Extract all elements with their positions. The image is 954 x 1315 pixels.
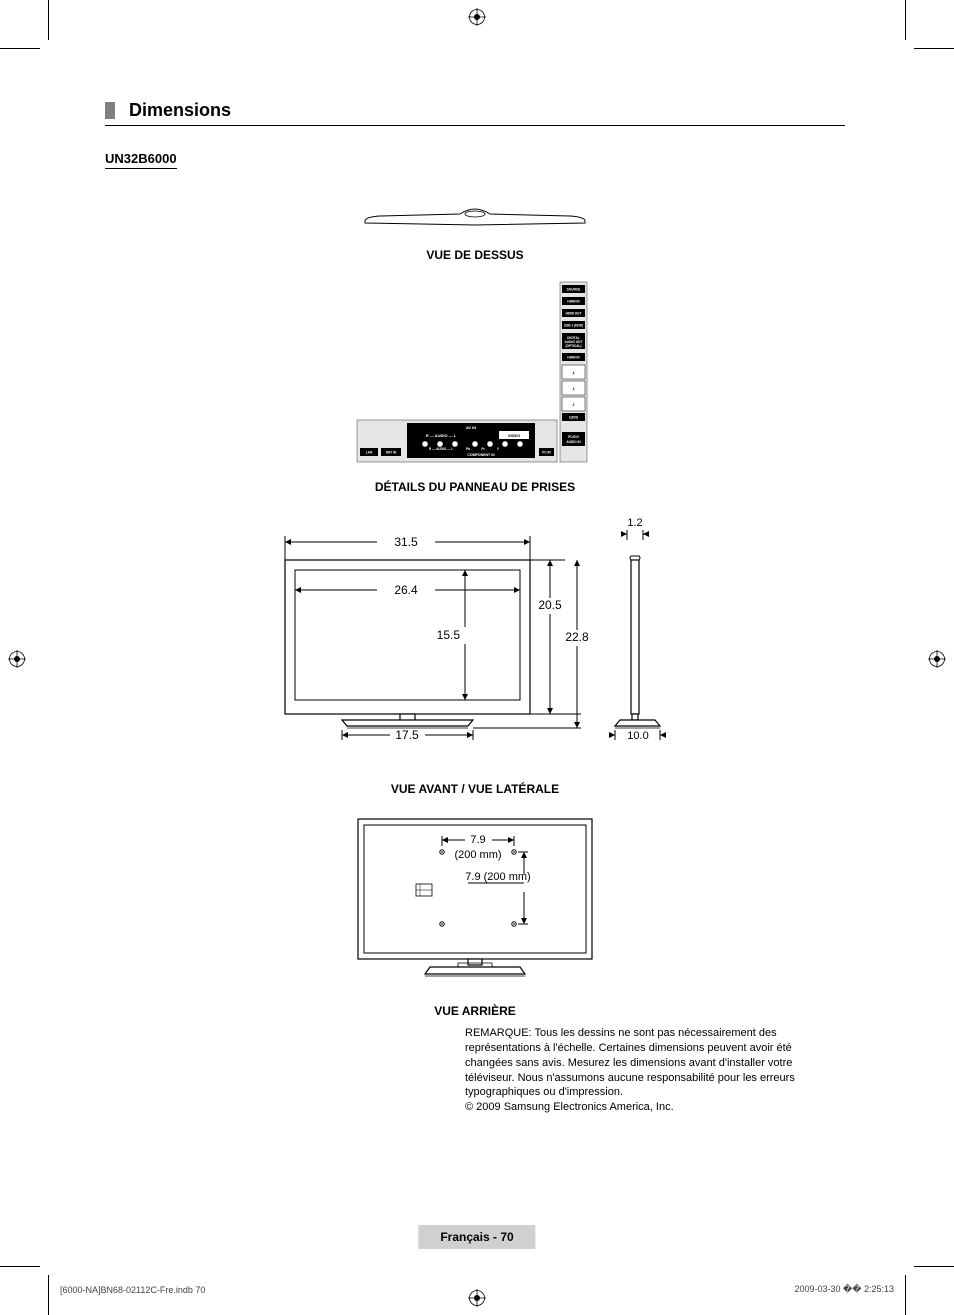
- print-meta-right: 2009-03-30 �� 2:25:13: [794, 1284, 894, 1295]
- svg-text:LAN: LAN: [366, 451, 373, 455]
- svg-text:HDMI OUT: HDMI OUT: [566, 312, 582, 316]
- caption-front-side: VUE AVANT / VUE LATÉRALE: [105, 782, 845, 796]
- svg-text:10.0: 10.0: [627, 730, 648, 742]
- svg-text:PC/DVI: PC/DVI: [568, 435, 579, 439]
- svg-text:4: 4: [573, 371, 575, 375]
- svg-text:HDMI IN: HDMI IN: [567, 300, 580, 304]
- svg-text:R — AUDIO — L: R — AUDIO — L: [426, 433, 457, 438]
- svg-text:COMPONENT IN: COMPONENT IN: [467, 453, 495, 457]
- svg-text:(OPTICAL): (OPTICAL): [565, 344, 581, 348]
- svg-text:(200 mm): (200 mm): [454, 849, 501, 861]
- svg-text:20.5: 20.5: [538, 598, 562, 612]
- copyright-text: © 2009 Samsung Electronics America, Inc.: [465, 1101, 674, 1113]
- svg-text:PC IN: PC IN: [542, 451, 551, 455]
- svg-text:1.2: 1.2: [627, 517, 642, 529]
- section-title: Dimensions: [129, 100, 231, 121]
- reg-mark-left: [8, 650, 26, 668]
- reg-mark-top: [468, 8, 486, 26]
- figure-top-view: [360, 205, 590, 233]
- caption-top-view: VUE DE DESSUS: [105, 248, 845, 262]
- section-marker-icon: [105, 102, 115, 119]
- svg-text:7.9: 7.9: [470, 834, 485, 846]
- figure-rear-view: 7.9 (200 mm) 7.9 (200 mm): [350, 814, 600, 989]
- svg-text:15.5: 15.5: [437, 628, 461, 642]
- svg-text:31.5: 31.5: [394, 535, 418, 549]
- print-meta-left: [6000-NA]BN68-02112C-Fre.indb 70: [60, 1285, 205, 1295]
- caption-jack-panel: DÉTAILS DU PANNEAU DE PRISES: [105, 480, 845, 494]
- svg-text:HDMI IN: HDMI IN: [567, 356, 580, 360]
- reg-mark-bottom: [468, 1289, 486, 1307]
- svg-text:AV IN: AV IN: [466, 425, 476, 430]
- figure-jack-panel: SOURCE HDMI IN HDMI OUT USB 1 (HDD) DIGI…: [355, 280, 595, 465]
- figure-front-side-view: 31.5 26.4 15.5 17.5: [265, 512, 685, 767]
- model-label: UN32B6000: [105, 151, 177, 169]
- note-text: REMARQUE: Tous les dessins ne sont pas n…: [465, 1027, 795, 1098]
- svg-text:VIDEO: VIDEO: [508, 433, 520, 438]
- svg-text:17.5: 17.5: [395, 728, 419, 742]
- svg-text:ANT IN: ANT IN: [386, 451, 397, 455]
- svg-text:2: 2: [573, 403, 575, 407]
- svg-text:AUDIO IN: AUDIO IN: [566, 440, 581, 444]
- svg-text:USB 1 (HDD): USB 1 (HDD): [564, 324, 583, 328]
- svg-text:SOURCE: SOURCE: [567, 288, 581, 292]
- svg-text:7.9 (200 mm): 7.9 (200 mm): [465, 871, 530, 883]
- svg-text:22.8: 22.8: [565, 630, 589, 644]
- svg-text:3: 3: [573, 387, 575, 391]
- section-header: Dimensions: [105, 100, 845, 126]
- caption-rear-view: VUE ARRIÈRE: [105, 1004, 845, 1018]
- reg-mark-right: [928, 650, 946, 668]
- svg-text:26.4: 26.4: [394, 583, 418, 597]
- svg-text:1(DVI): 1(DVI): [569, 416, 578, 420]
- svg-text:Pb: Pb: [466, 447, 470, 451]
- svg-text:R — AUDIO — L: R — AUDIO — L: [429, 447, 453, 451]
- page-footer-label: Français - 70: [418, 1225, 535, 1249]
